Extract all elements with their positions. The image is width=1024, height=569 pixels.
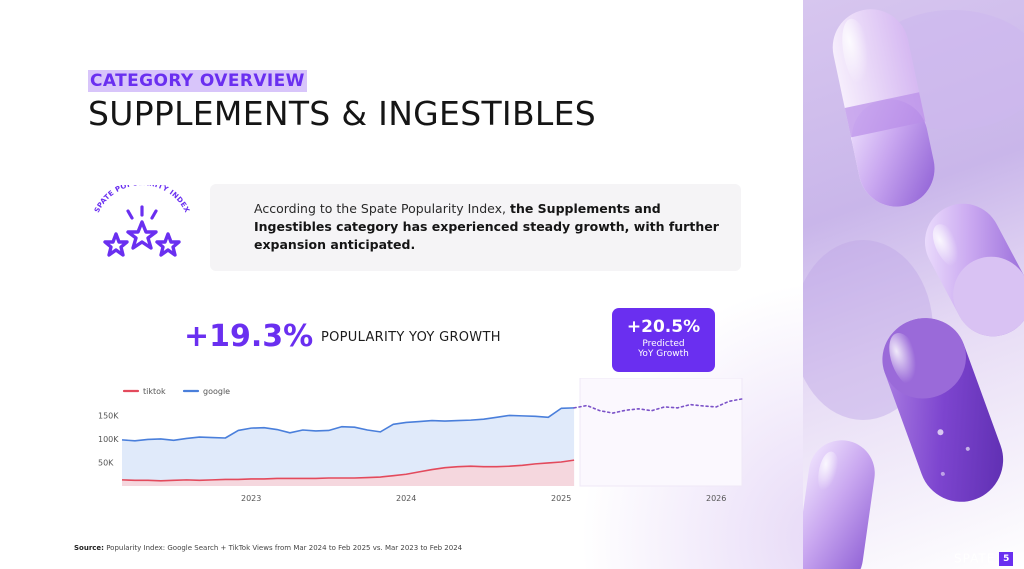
brand-name: SPATE — [954, 551, 996, 566]
x-tick-label: 2024 — [396, 494, 416, 503]
legend-label: tiktok — [143, 387, 166, 396]
insight-text-plain: According to the Spate Popularity Index, — [254, 201, 510, 216]
section-eyebrow: CATEGORY OVERVIEW — [88, 70, 307, 92]
forecast-panel — [579, 378, 743, 487]
page-number: 5 — [999, 551, 1014, 566]
popularity-index-badge: SPATE POPULARITY INDEX — [86, 179, 198, 273]
predicted-value: +20.5% — [626, 317, 701, 337]
x-tick-label: 2025 — [551, 494, 571, 503]
x-tick-label: 2023 — [241, 494, 261, 503]
predicted-label: Predicted YoY Growth — [638, 339, 689, 359]
source-text: Popularity Index: Google Search + TikTok… — [103, 544, 463, 552]
page-title: SUPPLEMENTS & INGESTIBLES — [88, 94, 596, 133]
forecast-line — [573, 398, 743, 414]
tiktok-line — [121, 459, 575, 482]
source-note: Source: Popularity Index: Google Search … — [74, 543, 462, 553]
source-label: Source: — [74, 544, 104, 552]
y-tick-label: 150K — [98, 411, 119, 420]
predicted-growth-box: +20.5% Predicted YoY Growth — [612, 308, 715, 372]
three-stars-icon: SPATE POPULARITY INDEX — [93, 179, 191, 257]
legend-label: google — [203, 387, 230, 396]
insight-callout: According to the Spate Popularity Index,… — [210, 184, 741, 271]
capsules-image — [803, 9, 1024, 569]
growth-value: +19.3% — [184, 319, 314, 354]
insight-text: According to the Spate Popularity Index,… — [254, 200, 724, 254]
y-tick-label: 50K — [98, 458, 114, 467]
popularity-chart: 150K 100K 50K 2023 2024 2025 2026 tiktok google — [98, 378, 743, 503]
y-tick-label: 100K — [98, 435, 119, 444]
footer-brand: SPATE 5 — [954, 548, 1014, 566]
capsules-photo — [803, 0, 1024, 569]
insight-text-bold: the Supplements and Ingestibles category… — [254, 201, 719, 252]
google-line — [121, 407, 575, 442]
growth-label: POPULARITY YOY GROWTH — [321, 330, 501, 345]
x-tick-label: 2026 — [706, 494, 726, 503]
